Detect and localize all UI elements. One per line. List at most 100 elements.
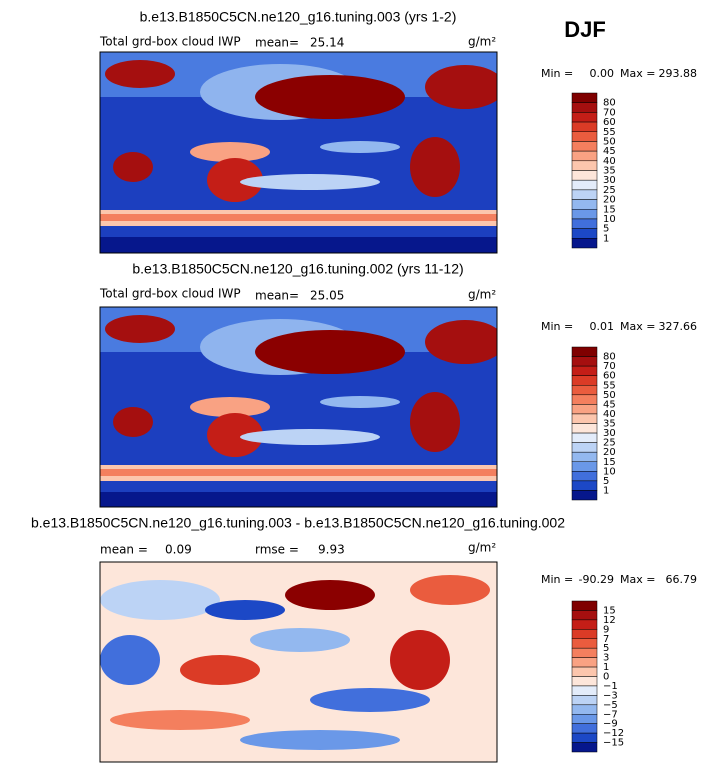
colorbar-box <box>571 704 598 715</box>
colorbar-label: 50 <box>603 390 616 401</box>
colorbar-box <box>571 685 598 696</box>
max-value: 66.79 <box>666 573 698 586</box>
mean-label: mean = <box>100 543 148 557</box>
colorbar-label: 3 <box>603 653 609 664</box>
colorbar-label: 20 <box>603 447 616 458</box>
max-value: 327.66 <box>659 320 698 333</box>
field-label: Total grd-box cloud IWP <box>99 287 241 301</box>
colorbar-label: −9 <box>603 719 618 730</box>
colorbar-box <box>571 657 598 668</box>
colorbar-label: 80 <box>603 98 616 109</box>
colorbar-label: −12 <box>603 728 624 739</box>
min-value: -90.29 <box>579 573 614 586</box>
colorbar-label: 80 <box>603 352 616 363</box>
colorbar-box <box>571 179 598 191</box>
colorbar-box <box>571 141 598 152</box>
colorbar-label: 5 <box>603 476 609 487</box>
colorbar-label: −15 <box>603 738 624 749</box>
colorbar-box <box>571 160 598 171</box>
colorbar-box <box>571 365 598 376</box>
panel-title: b.e13.B1850C5CN.ne120_g16.tuning.003 (yr… <box>140 9 457 25</box>
colorbar-label: −1 <box>603 681 618 692</box>
mean-label: mean= <box>255 289 299 303</box>
colorbar-label: 70 <box>603 107 616 118</box>
max-label: Max = <box>620 67 655 80</box>
units: g/m² <box>468 35 496 49</box>
colorbar-label: 1 <box>603 233 609 244</box>
colorbar-box <box>571 442 598 453</box>
colorbar-box <box>571 199 598 210</box>
field-label: Total grd-box cloud IWP <box>99 35 241 49</box>
colorbar-label: 55 <box>603 380 616 391</box>
colorbar-box <box>571 150 598 162</box>
max-label: Max = <box>620 320 655 333</box>
max-label: Max = <box>620 573 655 586</box>
rmse-value: 9.93 <box>318 543 345 557</box>
colorbar-box <box>571 404 598 415</box>
mean-value: 0.09 <box>165 543 192 557</box>
colorbar-box <box>571 610 598 621</box>
colorbar-label: 60 <box>603 371 616 382</box>
colorbar-box <box>571 228 598 239</box>
colorbar-box <box>571 423 598 434</box>
colorbar-label: 45 <box>603 399 616 410</box>
colorbar-box <box>571 346 598 357</box>
colorbar-box <box>571 695 598 706</box>
max-value: 293.88 <box>659 67 698 80</box>
min-value: 0.00 <box>590 67 615 80</box>
colorbar-label: 25 <box>603 185 616 196</box>
colorbar-label: −7 <box>603 709 618 720</box>
colorbar-box <box>571 732 598 743</box>
colorbar-box <box>571 218 598 229</box>
map <box>100 52 497 253</box>
map <box>100 307 497 507</box>
colorbar-label: 5 <box>603 224 609 235</box>
colorbar-box <box>571 461 598 472</box>
colorbar-label: 12 <box>603 615 616 626</box>
colorbar-box <box>571 600 598 611</box>
colorbar-box <box>571 413 598 424</box>
colorbar-label: 15 <box>603 605 616 616</box>
colorbar-label: 45 <box>603 146 616 157</box>
colorbar-box <box>571 112 598 123</box>
colorbar-box <box>571 385 598 396</box>
colorbar-box <box>571 394 598 405</box>
colorbar-box <box>571 666 598 677</box>
colorbar-label: 1 <box>603 485 609 496</box>
colorbar-label: 40 <box>603 156 616 167</box>
colorbar-box <box>571 676 598 687</box>
colorbar-label: 50 <box>603 136 616 147</box>
colorbar-box <box>571 647 598 658</box>
colorbar-label: 15 <box>603 457 616 468</box>
colorbar-box <box>571 121 598 132</box>
colorbar-box <box>571 451 598 462</box>
colorbar-box <box>571 92 598 103</box>
colorbar-box <box>571 490 598 501</box>
colorbar-label: −5 <box>603 700 618 711</box>
colorbar-box <box>571 238 598 249</box>
colorbar-box <box>571 375 598 386</box>
colorbar-box <box>571 209 598 220</box>
min-label: Min = <box>541 320 573 333</box>
colorbar-box <box>571 432 598 443</box>
colorbar-label: 35 <box>603 166 616 177</box>
colorbar-label: 0 <box>603 672 609 683</box>
min-value: 0.01 <box>590 320 615 333</box>
rmse-label: rmse = <box>255 543 299 557</box>
colorbar-label: 20 <box>603 195 616 206</box>
colorbar-label: −3 <box>603 690 618 701</box>
map-frame <box>99 561 498 763</box>
colorbar-label: 9 <box>603 624 609 635</box>
colorbar-label: 30 <box>603 428 616 439</box>
colorbar-label: 10 <box>603 214 616 225</box>
colorbar-label: 7 <box>603 634 609 645</box>
min-label: Min = <box>541 573 573 586</box>
colorbar-box <box>571 131 598 142</box>
colorbar-box <box>571 189 598 200</box>
season: DJF <box>564 17 606 42</box>
colorbar-box <box>571 619 598 630</box>
colorbar-label: 35 <box>603 419 616 430</box>
colorbar-box <box>571 714 598 724</box>
colorbar-label: 15 <box>603 204 616 215</box>
